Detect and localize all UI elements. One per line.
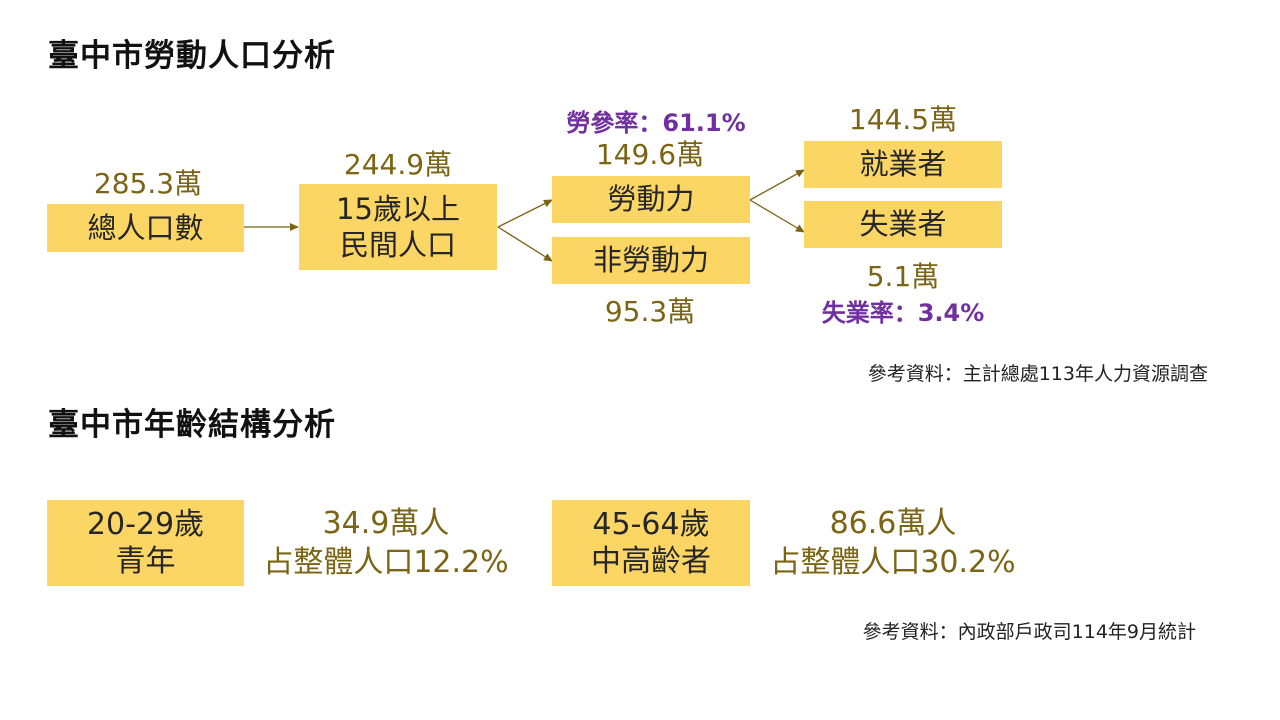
youth-count: 34.9萬人: [322, 506, 450, 541]
arrow-civilian-to-non-labor: [497, 226, 553, 262]
civilian-population-value: 244.9萬: [343, 148, 453, 181]
youth-share: 占整體人口12.2%: [263, 545, 509, 580]
middle-age-share: 占整體人口30.2%: [770, 545, 1016, 580]
total-population-box: 總人口數: [47, 204, 244, 252]
youth-stats: 34.9萬人 占整體人口12.2%: [263, 504, 508, 582]
civilian-population-line1: 15歲以上: [336, 191, 460, 226]
youth-box: 20-29歲 青年: [47, 500, 244, 586]
middle-age-label: 中高齡者: [591, 544, 711, 579]
labor-section-title: 臺中市勞動人口分析: [48, 38, 336, 74]
age-section-title: 臺中市年齡結構分析: [48, 407, 336, 443]
labor-source-note: 參考資料：主計總處113年人力資源調查: [867, 363, 1208, 385]
age-source-note: 參考資料：內政部戶政司114年9月統計: [862, 621, 1196, 643]
total-population-value: 285.3萬: [93, 167, 203, 200]
employed-label: 就業者: [859, 147, 947, 182]
middle-age-range: 45-64歲: [592, 506, 710, 542]
youth-label: 青年: [115, 544, 176, 579]
unemployed-label: 失業者: [859, 207, 947, 242]
non-labor-force-box: 非勞動力: [552, 237, 750, 284]
labor-participation-rate: 勞參率：61.1%: [566, 109, 746, 137]
civilian-population-box: 15歲以上 民間人口: [299, 184, 497, 270]
labor-force-label: 勞動力: [607, 182, 695, 217]
unemployed-box: 失業者: [804, 201, 1002, 248]
employed-box: 就業者: [804, 141, 1002, 188]
middle-age-stats: 86.6萬人 占整體人口30.2%: [770, 504, 1015, 582]
youth-age-range: 20-29歲: [86, 506, 205, 542]
middle-age-count: 86.6萬人: [829, 506, 957, 541]
unemployment-rate: 失業率：3.4%: [821, 299, 985, 327]
labor-force-value: 149.6萬: [595, 138, 705, 171]
non-labor-force-label: 非勞動力: [592, 243, 709, 278]
civilian-population-line2: 民間人口: [339, 228, 456, 262]
middle-age-box: 45-64歲 中高齡者: [552, 500, 750, 586]
employed-value: 144.5萬: [848, 103, 958, 136]
arrow-civilian-to-labor-force: [497, 199, 553, 228]
total-population-label: 總人口數: [87, 210, 204, 245]
labor-force-box: 勞動力: [552, 176, 750, 223]
arrow-labor-to-unemployed: [749, 199, 805, 233]
non-labor-force-value: 95.3萬: [604, 295, 696, 328]
unemployed-value: 5.1萬: [866, 260, 940, 293]
arrow-labor-to-employed: [749, 169, 805, 201]
